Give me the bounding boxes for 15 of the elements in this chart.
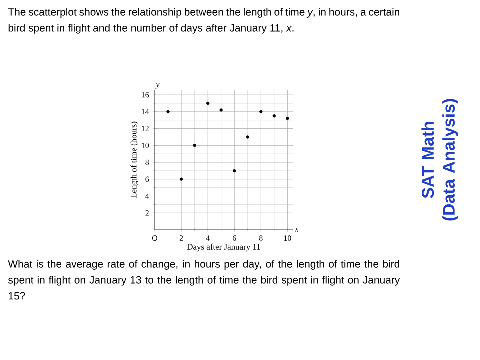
point	[233, 169, 236, 173]
point	[206, 102, 210, 106]
point	[246, 136, 250, 139]
point	[272, 114, 276, 118]
point	[220, 108, 223, 112]
x-axis-title: Days after January 11	[187, 244, 260, 252]
point	[193, 144, 196, 148]
chart-title: The scatterplot shows the relationship between the length of time y, in hours, a certain bird spent in flight and the number of days after January 11, x.	[8, 8, 400, 34]
text: What is the average rate of change, in hours per day, of the length of time the bird spent in flight on January 13 to the length of time the bird spent in flight on January 15?	[8, 260, 400, 300]
point	[166, 110, 170, 114]
text: SAT Math (Data Analysis)	[422, 99, 458, 221]
y-axis-title: Length of time (hours)	[130, 122, 139, 198]
point	[260, 110, 263, 114]
point	[180, 178, 184, 181]
point	[286, 117, 290, 120]
